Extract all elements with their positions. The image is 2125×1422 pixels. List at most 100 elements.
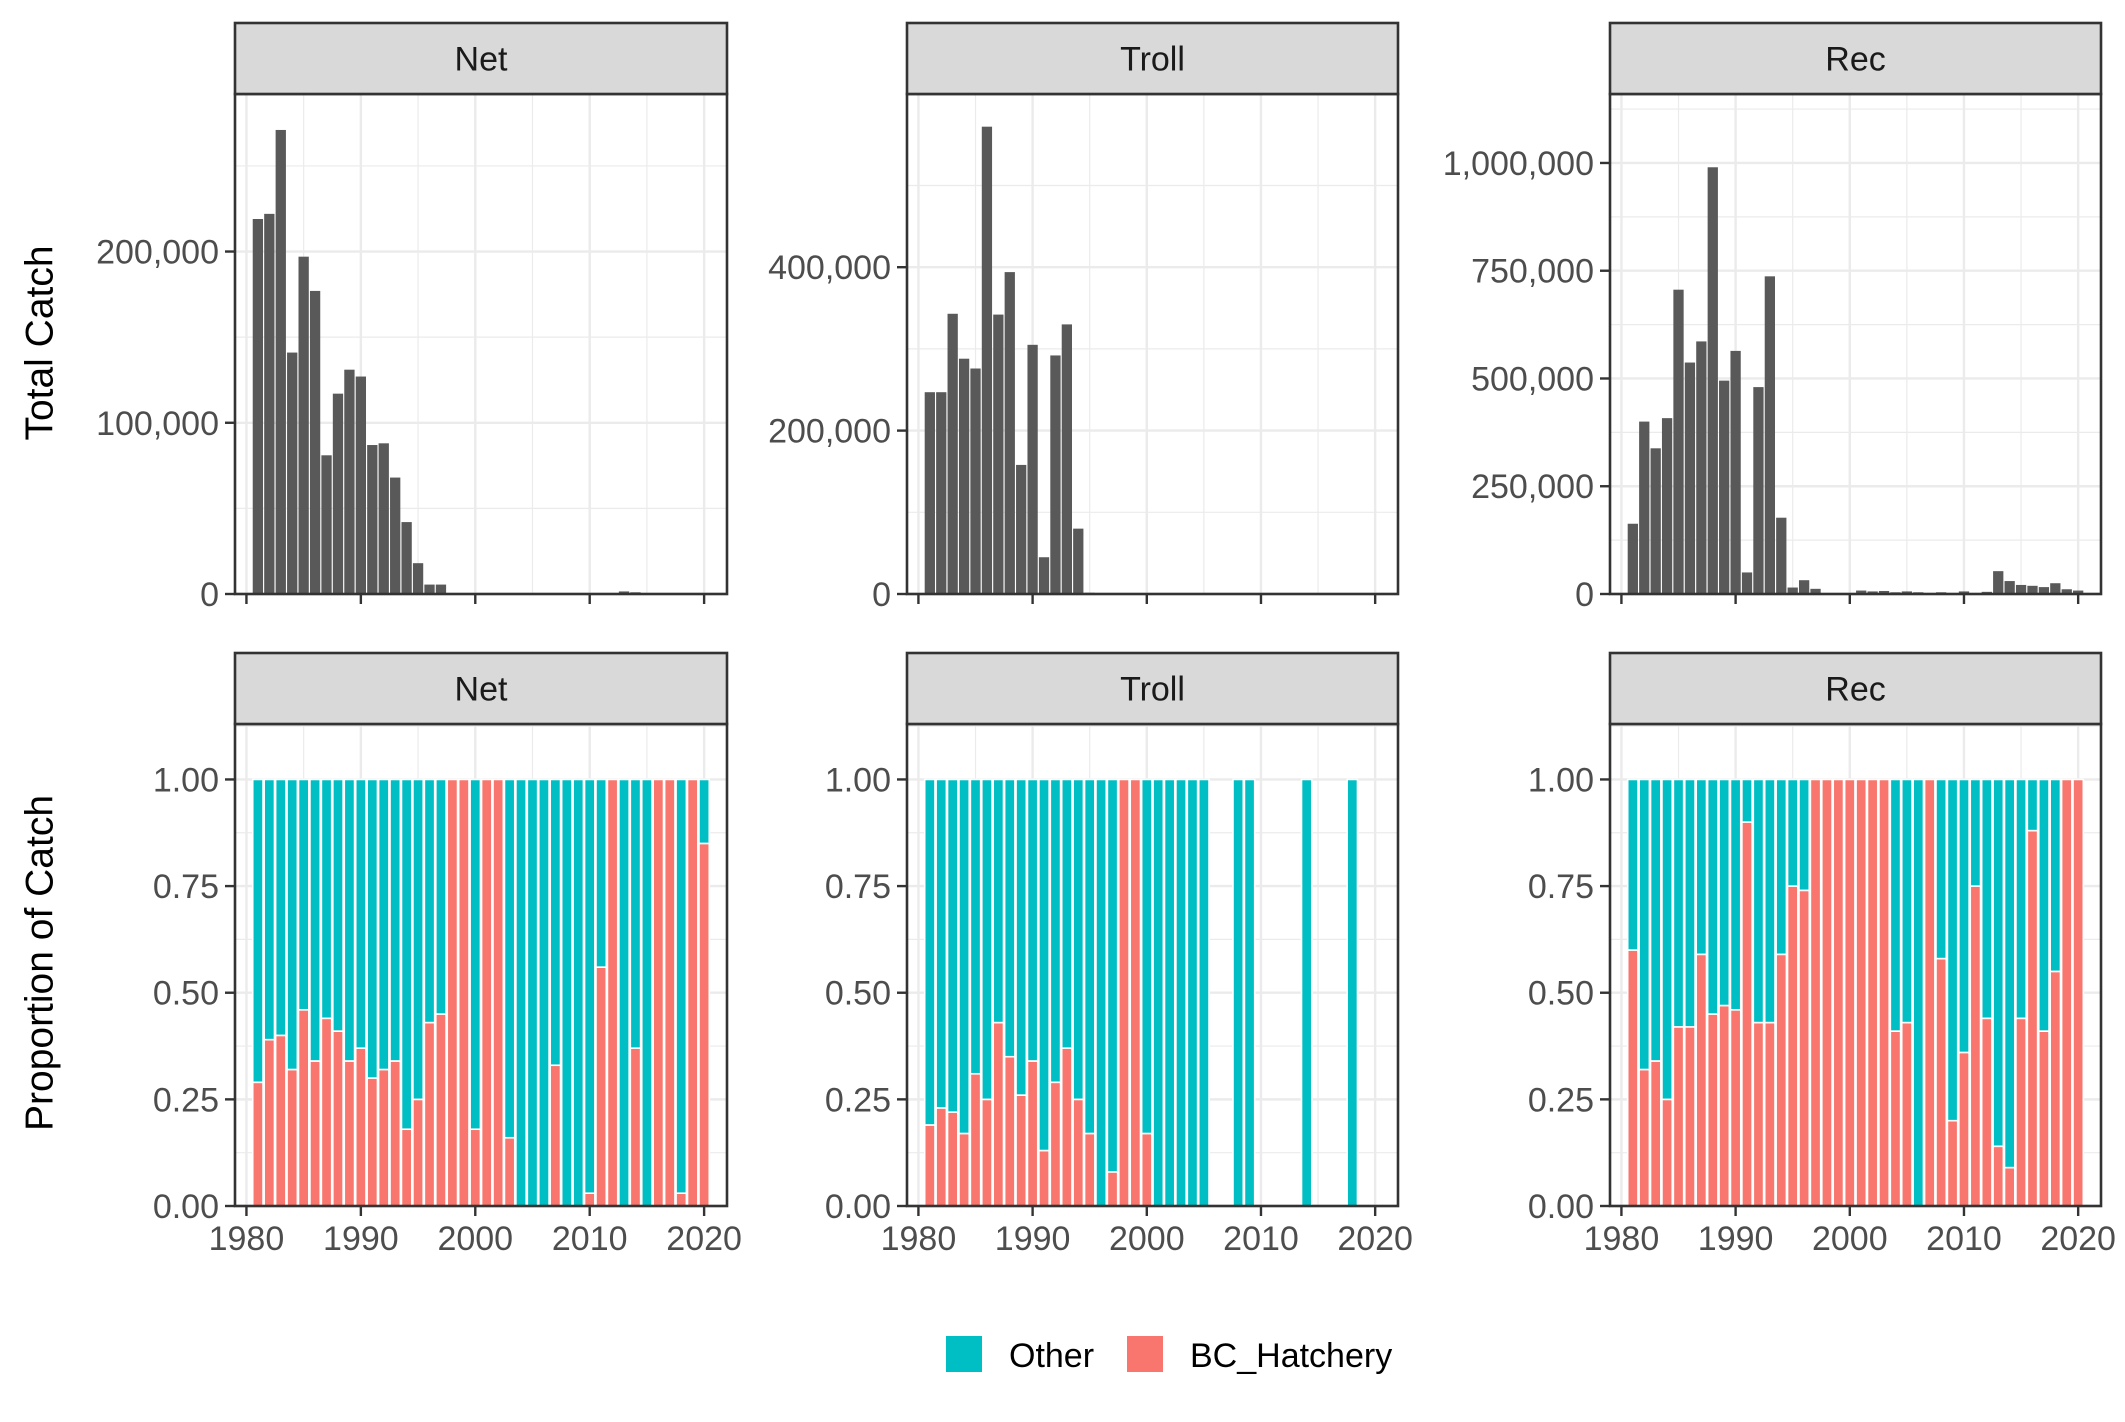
bar-bc-hatchery-1989 [343, 1060, 356, 1207]
bar-1997 [1810, 588, 1821, 594]
bar-2013 [1993, 571, 2004, 594]
bar-bc-hatchery-1981 [251, 1081, 264, 1207]
bar-other-2013 [618, 778, 630, 1207]
bar-other-2008 [1232, 778, 1245, 1207]
bar-1994 [1073, 528, 1084, 594]
bar-bc-hatchery-2003 [1878, 778, 1890, 1207]
bar-bc-hatchery-1991 [1741, 821, 1753, 1207]
bar-other-2009 [1946, 778, 1959, 1122]
bar-bc-hatchery-1983 [1649, 1060, 1662, 1207]
bar-other-2004 [1889, 778, 1902, 1032]
bar-bc-hatchery-2002 [1866, 778, 1879, 1207]
bar-bc-hatchery-1997 [1106, 1171, 1119, 1207]
bar-bc-hatchery-1998 [1118, 778, 1130, 1207]
bar-other-2005 [1900, 778, 1913, 1024]
bar-bc-hatchery-1991 [366, 1077, 379, 1207]
panel-rec-proportion: Rec 0.00 0.25 0.50 0.75 1.00 1980 1990 2000 2010 2… [1528, 651, 2116, 1258]
bar-1987 [321, 455, 332, 594]
bar-bc-hatchery-2012 [606, 778, 619, 1207]
bar-other-2012 [1980, 778, 1993, 1020]
bar-bc-hatchery-2017 [663, 778, 676, 1207]
bar-1989 [344, 369, 355, 594]
bar-1984 [958, 358, 970, 594]
bar-bc-hatchery-2007 [549, 1064, 562, 1207]
bar-1991 [367, 445, 378, 594]
bar-other-2014 [1300, 778, 1313, 1207]
bar-1994 [1776, 517, 1787, 594]
bar-bc-hatchery-1994 [1775, 953, 1788, 1207]
y-tick-label: 0 [1575, 576, 1594, 614]
bar-other-1993 [1763, 778, 1776, 1024]
bar-2016 [2027, 585, 2038, 594]
bar-bc-hatchery-2011 [1969, 885, 1982, 1207]
bar-bc-hatchery-1986 [1683, 1026, 1696, 1207]
x-tick-label: 1980 [209, 1220, 285, 1258]
y-tick-label: 0.25 [153, 1081, 219, 1119]
bar-bc-hatchery-1996 [1798, 889, 1811, 1207]
bar-1993 [1764, 276, 1775, 594]
bar-bc-hatchery-2001 [1855, 778, 1868, 1207]
bar-bc-hatchery-1995 [1786, 885, 1799, 1207]
bar-bc-hatchery-2010 [583, 1192, 596, 1207]
bar-bc-hatchery-2014 [629, 1047, 642, 1207]
bar-bc-hatchery-2018 [675, 1192, 688, 1207]
panel-net-total: Net 0 100,000 200,000 [96, 21, 729, 614]
bar-other-1984 [1661, 778, 1674, 1101]
bar-other-2009 [1243, 778, 1256, 1207]
bar-other-2010 [1958, 778, 1970, 1054]
bar-bc-hatchery-1990 [354, 1047, 367, 1207]
bar-1996 [424, 584, 435, 594]
bar-other-1988 [332, 778, 344, 1032]
bar-bc-hatchery-2015 [2015, 1017, 2028, 1207]
bar-other-1987 [1695, 778, 1708, 956]
bar-other-2000 [1140, 778, 1153, 1135]
bar-other-1985 [297, 778, 310, 1011]
bar-other-1990 [354, 778, 367, 1049]
bar-bc-hatchery-1990 [1026, 1060, 1039, 1207]
y-tick-label: 0.75 [1528, 868, 1594, 906]
bar-1994 [401, 522, 412, 594]
strip-background [233, 651, 729, 726]
bar-bc-hatchery-1987 [320, 1017, 333, 1207]
bar-bc-hatchery-2012 [1980, 1017, 1993, 1207]
x-tick-label: 2010 [1223, 1220, 1299, 1258]
bar-bc-hatchery-2016 [2026, 829, 2039, 1207]
bar-other-1986 [309, 778, 322, 1062]
bar-bc-hatchery-1981 [923, 1124, 936, 1207]
bar-other-1988 [1003, 778, 1016, 1058]
x-tick-label: 2010 [552, 1220, 628, 1258]
x-tick-label: 2020 [666, 1220, 742, 1258]
bar-bc-hatchery-2019 [2060, 778, 2073, 1207]
bar-1992 [378, 443, 389, 594]
bar-other-2013 [1992, 778, 2005, 1148]
strip-label: Troll [1120, 41, 1185, 79]
bar-2020 [2073, 590, 2084, 594]
bar-other-1989 [343, 778, 356, 1062]
strip-background [905, 21, 1400, 96]
bar-bc-hatchery-1995 [412, 1098, 425, 1207]
bar-other-2008 [560, 778, 573, 1207]
bar-bc-hatchery-1994 [400, 1128, 413, 1207]
bar-other-1989 [1015, 778, 1028, 1096]
bar-1990 [355, 376, 367, 594]
panel-troll-total: Troll 0 200,000 400,000 [768, 21, 1400, 614]
x-tick-label: 2010 [1926, 1220, 2002, 1258]
bar-bc-hatchery-1982 [935, 1107, 948, 1207]
bar-1982 [264, 213, 275, 594]
y-tick-label: 0.25 [825, 1081, 891, 1119]
bar-1986 [309, 290, 321, 594]
panel-background [907, 94, 1398, 594]
bar-other-1986 [980, 778, 993, 1101]
bar-other-2003 [503, 778, 516, 1139]
strip-label: Troll [1120, 671, 1185, 709]
bar-other-2007 [549, 778, 562, 1067]
bar-other-2005 [526, 778, 539, 1207]
bar-bc-hatchery-2020 [2072, 778, 2085, 1207]
bar-2003 [1878, 590, 1890, 594]
bar-bc-hatchery-1984 [1661, 1098, 1674, 1207]
y-tick-label: 200,000 [768, 413, 891, 451]
bar-1987 [1696, 341, 1707, 594]
bar-bc-hatchery-1989 [1718, 1004, 1731, 1207]
bar-1991 [1038, 557, 1050, 594]
